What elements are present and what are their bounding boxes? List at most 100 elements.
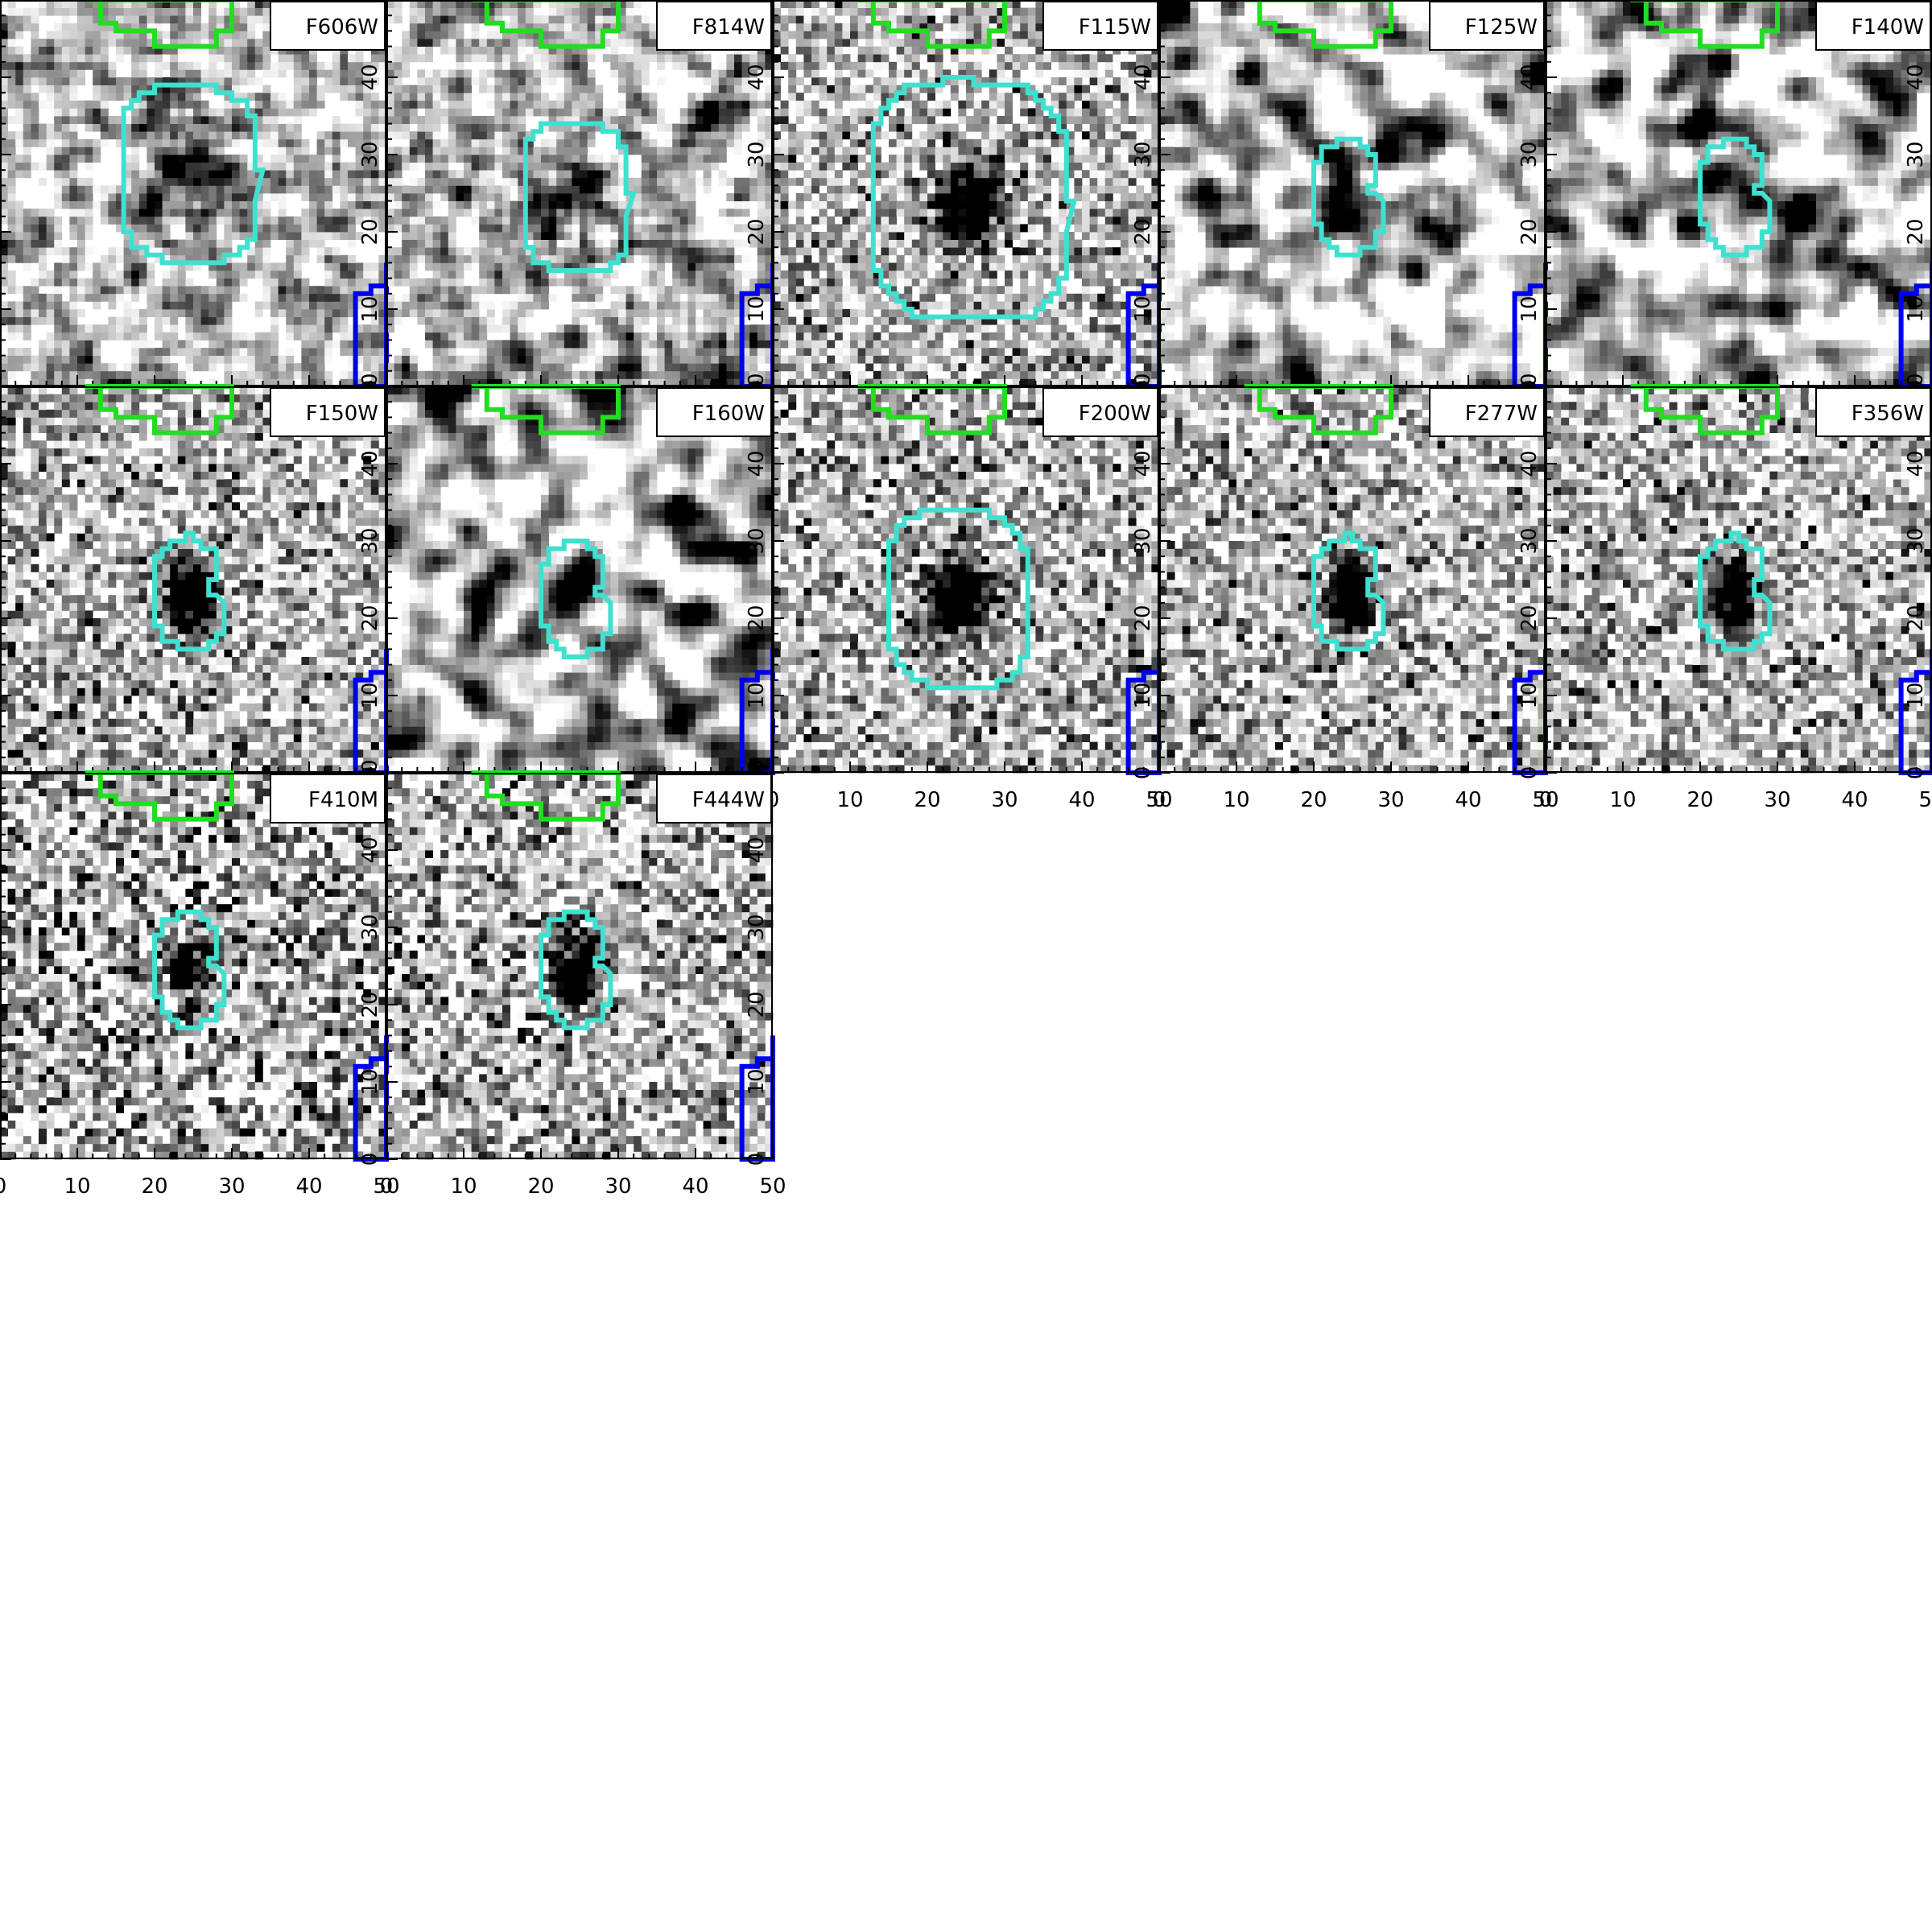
source-contour bbox=[1311, 530, 1386, 652]
band-label-box bbox=[1042, 387, 1158, 437]
x-tick-label: 0 bbox=[0, 1174, 6, 1199]
x-tick-label: 40 bbox=[682, 1174, 708, 1199]
y-tick-label: 0 bbox=[745, 1153, 769, 1166]
neighbor-contour-top bbox=[471, 0, 621, 49]
y-tick-label: 40 bbox=[745, 450, 769, 477]
y-tick-label: 30 bbox=[1131, 527, 1155, 554]
band-label-box bbox=[1815, 1, 1931, 51]
band-label-box bbox=[1429, 1, 1545, 51]
band-label: F444W bbox=[692, 788, 765, 812]
y-tick-label: 20 bbox=[358, 218, 382, 245]
panel-f125w: 01020304050F125W bbox=[1158, 0, 1548, 393]
x-tick-label: 20 bbox=[914, 788, 940, 812]
x-tick-label: 20 bbox=[1686, 788, 1713, 812]
source-contour bbox=[539, 909, 613, 1030]
cutout-image bbox=[386, 773, 774, 1160]
y-tick-label: 20 bbox=[745, 991, 769, 1018]
y-tick-label: 40 bbox=[1131, 450, 1155, 477]
x-tick-label: 50 bbox=[1532, 788, 1558, 812]
x-tick-label: 40 bbox=[1455, 788, 1481, 812]
y-tick-label: 40 bbox=[358, 836, 382, 863]
panel-frame bbox=[386, 773, 773, 1159]
panel-f150w: 01020304050F150W bbox=[0, 373, 389, 779]
band-label: F814W bbox=[692, 15, 765, 39]
source-contour bbox=[1698, 136, 1773, 258]
band-label-box bbox=[1042, 1, 1158, 51]
band-label-box bbox=[270, 387, 386, 437]
panel-f115w: 01020304050F115W bbox=[772, 0, 1162, 393]
band-label-box bbox=[1429, 387, 1545, 437]
x-tick-label: 50 bbox=[1918, 788, 1932, 812]
x-tick-label: 10 bbox=[1223, 788, 1249, 812]
x-tick-label: 40 bbox=[295, 1174, 322, 1199]
x-tick-label: 40 bbox=[1068, 788, 1095, 812]
panel-frame bbox=[773, 386, 1159, 773]
panel-f606w: 01020304050F606W bbox=[0, 0, 389, 393]
x-tick-label: 30 bbox=[218, 1174, 245, 1199]
y-tick-label: 20 bbox=[1904, 605, 1928, 631]
x-tick-label: 20 bbox=[1300, 788, 1327, 812]
y-tick-label: 40 bbox=[358, 450, 382, 477]
y-tick-label: 30 bbox=[1517, 527, 1542, 554]
x-tick-label: 50 bbox=[759, 1174, 786, 1199]
y-tick-label: 20 bbox=[745, 218, 769, 245]
band-label: F356W bbox=[1852, 402, 1924, 426]
neighbor-contour-top bbox=[1244, 384, 1393, 436]
band-label-box bbox=[656, 1, 772, 51]
y-tick-label: 10 bbox=[1131, 682, 1155, 708]
x-tick-label: 20 bbox=[527, 1174, 554, 1199]
y-tick-label: 40 bbox=[358, 64, 382, 90]
y-tick-label: 10 bbox=[1131, 295, 1155, 322]
source-contour bbox=[1698, 530, 1773, 652]
neighbor-contour-top bbox=[857, 0, 1007, 49]
source-contour bbox=[522, 121, 638, 273]
neighbor-contour-right bbox=[1898, 649, 1932, 775]
cutout-image bbox=[1159, 386, 1546, 774]
y-tick-label: 0 bbox=[358, 1153, 382, 1166]
y-tick-label: 10 bbox=[745, 295, 769, 322]
neighbor-contour-top bbox=[1244, 0, 1393, 49]
x-tick-label: 30 bbox=[1377, 788, 1404, 812]
y-tick-label: 30 bbox=[1904, 141, 1928, 167]
y-tick-label: 20 bbox=[1517, 605, 1542, 631]
y-tick-label: 20 bbox=[358, 605, 382, 631]
cutout-image bbox=[773, 386, 1160, 774]
y-tick-label: 10 bbox=[1904, 295, 1928, 322]
panel-frame bbox=[1546, 386, 1932, 773]
x-tick-label: 30 bbox=[605, 1174, 631, 1199]
panel-frame bbox=[0, 773, 386, 1159]
cutout-image bbox=[386, 386, 774, 774]
y-tick-label: 20 bbox=[745, 605, 769, 631]
band-label: F115W bbox=[1079, 15, 1151, 39]
y-tick-label: 30 bbox=[745, 914, 769, 940]
band-label-box bbox=[656, 774, 772, 824]
band-label: F140W bbox=[1852, 15, 1924, 39]
y-tick-label: 40 bbox=[745, 64, 769, 90]
neighbor-contour-top bbox=[471, 770, 621, 822]
neighbor-contour-top bbox=[1630, 0, 1780, 49]
panel-f200w: 01020304050F200W01020304050 bbox=[766, 373, 1173, 812]
source-contour bbox=[1311, 136, 1386, 258]
x-tick-label: 10 bbox=[450, 1174, 477, 1199]
y-tick-label: 30 bbox=[745, 527, 769, 554]
y-tick-label: 10 bbox=[745, 1068, 769, 1095]
y-tick-label: 20 bbox=[1131, 218, 1155, 245]
neighbor-contour-top bbox=[85, 770, 234, 822]
band-label: F277W bbox=[1465, 402, 1538, 426]
y-tick-label: 40 bbox=[1904, 64, 1928, 90]
neighbor-contour-top bbox=[85, 0, 234, 49]
y-tick-label: 30 bbox=[358, 527, 382, 554]
cutout-image bbox=[1159, 0, 1546, 387]
x-tick-label: 0 bbox=[380, 1174, 394, 1199]
panel-frame bbox=[1159, 386, 1546, 773]
neighbor-contour-top bbox=[471, 384, 621, 436]
y-tick-label: 20 bbox=[1131, 605, 1155, 631]
panel-f410m: 01020304050F410M01020304050 bbox=[0, 759, 400, 1199]
x-tick-label: 30 bbox=[1764, 788, 1790, 812]
y-tick-label: 40 bbox=[1517, 64, 1542, 90]
band-label-box bbox=[270, 774, 386, 824]
cutout-image bbox=[773, 0, 1160, 387]
y-tick-label: 0 bbox=[1131, 766, 1155, 780]
x-tick-label: 0 bbox=[1153, 788, 1166, 812]
y-tick-label: 30 bbox=[1904, 527, 1928, 554]
